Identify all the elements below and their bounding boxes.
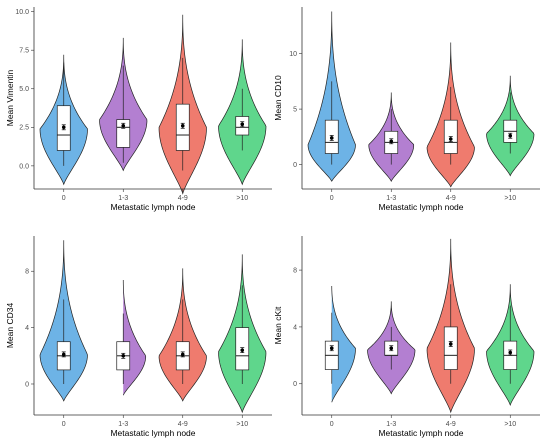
mean-point-2 xyxy=(448,342,453,346)
x-tick-label-0: 0 xyxy=(330,421,334,428)
x-tick-label-0: 0 xyxy=(62,421,66,428)
mean-point-3 xyxy=(240,348,245,352)
x-axis-title: Metastatic lymph node xyxy=(110,428,195,438)
violin-1 xyxy=(122,279,147,396)
y-tick-label-0: 0 xyxy=(25,381,29,388)
x-axis-title: Metastatic lymph node xyxy=(378,428,463,438)
y-tick-label-2: 5.0 xyxy=(19,86,29,93)
y-tick-label-1: 4 xyxy=(293,324,297,331)
box-1 xyxy=(116,119,131,148)
x-axis-title: Metastatic lymph node xyxy=(110,202,195,212)
y-tick-label-1: 2.5 xyxy=(19,125,29,132)
x-tick-label-1: 1-3 xyxy=(386,195,396,202)
box-2 xyxy=(443,326,458,370)
mean-point-0 xyxy=(61,125,66,130)
y-tick-label-2: 10 xyxy=(289,51,297,58)
violin-0 xyxy=(331,285,356,403)
x-tick-label-3: >10 xyxy=(236,195,248,202)
y-tick-label-4: 10.0 xyxy=(15,9,29,16)
panel-3: 0 4 8 0 1-3 4-9 >10 Metastatic lymph node Mean c… xyxy=(273,236,540,438)
y-tick-label-0: 0 xyxy=(293,162,297,169)
y-axis-title: Mean CD34 xyxy=(5,303,15,349)
mean-point-1 xyxy=(121,123,126,128)
y-tick-label-1: 5 xyxy=(293,106,297,113)
x-tick-label-3: >10 xyxy=(504,421,516,428)
y-tick-label-2: 8 xyxy=(25,269,29,276)
mean-point-2 xyxy=(180,352,185,357)
x-tick-label-2: 4-9 xyxy=(178,195,188,202)
y-tick-label-0: 0.0 xyxy=(19,163,29,170)
panel-0: 0.0 2.5 5.0 7.5 10.0 0 1-3 4-9 >10 Metastatic lym… xyxy=(5,7,272,212)
x-axis-title: Metastatic lymph node xyxy=(378,202,463,212)
x-tick-label-0: 0 xyxy=(62,195,66,202)
x-tick-label-1: 1-3 xyxy=(386,421,396,428)
mean-point-0 xyxy=(329,136,334,140)
x-tick-label-2: 4-9 xyxy=(178,421,188,428)
mean-point-0 xyxy=(329,346,334,351)
y-axis-title: Mean Vimentin xyxy=(5,69,15,126)
panel-1: 0 5 10 0 1-3 4-9 >10 Metastatic lymph node Mean … xyxy=(273,7,540,212)
mean-point-1 xyxy=(121,354,126,358)
y-tick-label-1: 4 xyxy=(25,325,29,332)
mean-point-3 xyxy=(240,122,245,127)
x-tick-label-2: 4-9 xyxy=(446,421,456,428)
y-tick-label-0: 0 xyxy=(293,381,297,388)
mean-point-3 xyxy=(508,350,513,355)
x-tick-label-1: 1-3 xyxy=(118,195,128,202)
y-tick-label-2: 8 xyxy=(293,267,297,274)
mean-point-3 xyxy=(508,133,513,138)
mean-point-1 xyxy=(389,346,394,351)
panel-2: 0 4 8 0 1-3 4-9 >10 Metastatic lymph node Mean C… xyxy=(5,236,272,438)
y-axis-title: Mean CD10 xyxy=(273,75,283,121)
mean-point-0 xyxy=(61,352,66,357)
x-tick-label-2: 4-9 xyxy=(446,195,456,202)
mean-point-2 xyxy=(448,137,453,141)
y-axis-title: Mean cKit xyxy=(273,306,283,344)
x-tick-label-3: >10 xyxy=(504,195,516,202)
x-tick-label-0: 0 xyxy=(330,195,334,202)
x-tick-label-3: >10 xyxy=(236,421,248,428)
y-tick-label-3: 7.5 xyxy=(19,48,29,55)
mean-point-1 xyxy=(389,139,394,144)
x-tick-label-1: 1-3 xyxy=(118,421,128,428)
mean-point-2 xyxy=(180,123,185,128)
